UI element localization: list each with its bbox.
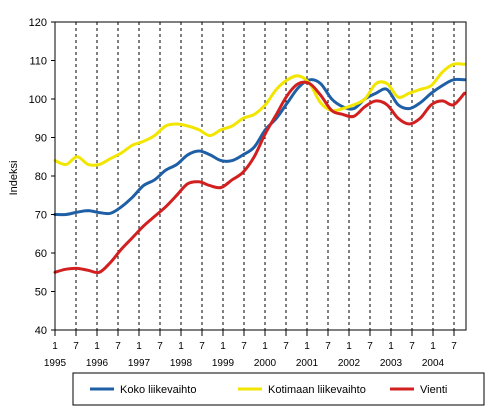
x-axis: 1 7 1 7 1 7 1 7 1 7 1 7 1 7 1 7 1 7 1 7 1995 1996 1997 1998 1999… — [44, 330, 457, 369]
legend-label-2: Vienti — [420, 384, 447, 396]
x-tick-label: 1 — [220, 341, 226, 352]
x-year-label: 2001 — [296, 358, 319, 369]
series-line-0 — [53, 77, 466, 217]
series-line-1 — [53, 62, 466, 167]
x-year-label: 1998 — [170, 358, 193, 369]
x-year-label: 2000 — [254, 358, 277, 369]
y-tick-label: 120 — [29, 17, 47, 29]
y-tick-label: 90 — [35, 133, 47, 145]
x-year-label: 1997 — [128, 358, 151, 369]
plot-frame — [54, 21, 467, 331]
series-line-2 — [53, 80, 466, 275]
x-year-label: 2002 — [338, 358, 361, 369]
x-tick-label: 1 — [430, 341, 436, 352]
x-tick-label: 7 — [283, 341, 289, 352]
x-tick-label: 7 — [157, 341, 163, 352]
x-tick-label: 1 — [388, 341, 394, 352]
x-tick-label: 7 — [409, 341, 415, 352]
x-tick-label: 1 — [136, 341, 142, 352]
x-tick-label: 7 — [241, 341, 247, 352]
x-tick-label: 7 — [325, 341, 331, 352]
legend: Koko liikevaihto Kotimaan liikevaihto Vien… — [72, 372, 485, 406]
legend-label-0: Koko liikevaihto — [120, 384, 196, 396]
legend-label-1: Kotimaan liikevaihto — [268, 384, 366, 396]
x-tick-label: 1 — [52, 341, 58, 352]
y-axis: 40 50 60 70 80 90 100 110 120 — [29, 17, 55, 337]
x-tick-label: 1 — [304, 341, 310, 352]
x-tick-label: 7 — [73, 341, 79, 352]
gridlines — [75, 22, 455, 330]
x-year-label: 2003 — [380, 358, 403, 369]
y-tick-label: 60 — [35, 248, 47, 260]
x-tick-label: 7 — [451, 341, 457, 352]
y-tick-label: 80 — [35, 171, 47, 183]
x-tick-label: 1 — [94, 341, 100, 352]
y-tick-label: 70 — [35, 210, 47, 222]
x-tick-label: 7 — [199, 341, 205, 352]
y-tick-label: 40 — [35, 325, 47, 337]
y-tick-label: 50 — [35, 287, 47, 299]
x-tick-label: 7 — [115, 341, 121, 352]
x-tick-label: 1 — [346, 341, 352, 352]
x-year-label: 1995 — [44, 358, 67, 369]
y-tick-label: 100 — [29, 94, 47, 106]
x-year-label: 2004 — [422, 358, 445, 369]
x-year-label: 1996 — [86, 358, 109, 369]
y-axis-label: Indeksi — [8, 161, 20, 196]
x-tick-label: 7 — [367, 341, 373, 352]
x-tick-label: 1 — [262, 341, 268, 352]
x-tick-label: 1 — [178, 341, 184, 352]
y-tick-label: 110 — [29, 56, 47, 68]
series-lines — [53, 62, 466, 275]
x-year-label: 1999 — [212, 358, 235, 369]
legend-box — [72, 372, 485, 406]
